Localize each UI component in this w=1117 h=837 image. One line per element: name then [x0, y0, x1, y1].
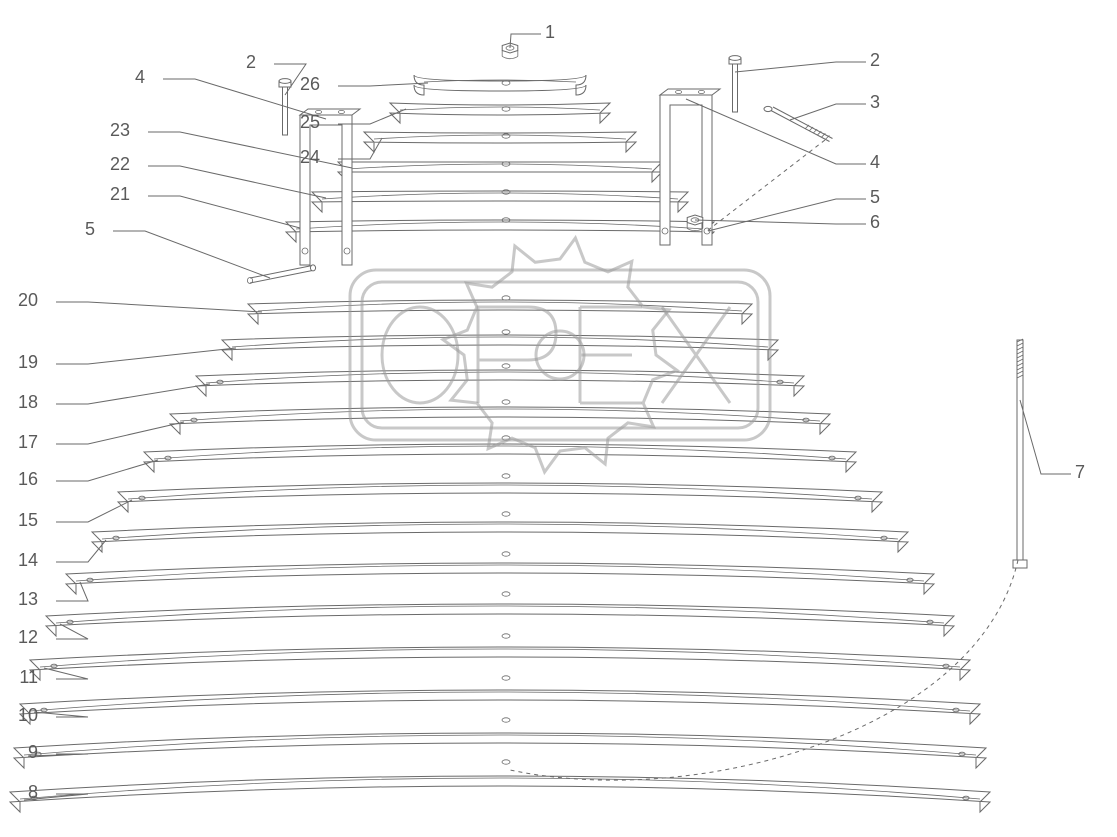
leaf-22	[312, 190, 688, 212]
callout-2: 2	[870, 50, 880, 70]
leaf-26	[414, 75, 586, 95]
callout-18: 18	[18, 392, 38, 412]
callout-24: 24	[300, 147, 320, 167]
callout-6: 6	[870, 212, 880, 232]
callout-19: 19	[18, 352, 38, 372]
pin-5	[247, 265, 315, 284]
callout-4: 4	[135, 67, 145, 87]
callout-7: 7	[1075, 462, 1085, 482]
callout-5: 5	[870, 187, 880, 207]
leaf-25	[390, 103, 610, 123]
callout-10: 10	[18, 705, 38, 725]
callout-4: 4	[870, 152, 880, 172]
callout-23: 23	[110, 120, 130, 140]
callout-1: 1	[545, 22, 555, 42]
leaf-11	[30, 634, 970, 680]
callout-22: 22	[110, 154, 130, 174]
exploded-diagram: 1223445567891011121314151617181920212223…	[0, 0, 1117, 837]
callout-13: 13	[18, 589, 38, 609]
callout-17: 17	[18, 432, 38, 452]
callout-15: 15	[18, 510, 38, 530]
callout-11: 11	[19, 667, 38, 687]
callout-26: 26	[300, 74, 320, 94]
callout-14: 14	[18, 550, 38, 570]
callout-21: 21	[110, 184, 130, 204]
callout-12: 12	[18, 627, 38, 647]
leaf-8	[10, 760, 990, 812]
leaf-12	[46, 592, 954, 636]
leaf-24	[364, 132, 636, 152]
leaf-10	[20, 676, 980, 724]
callout-9: 9	[28, 742, 38, 762]
center-bolt-7	[1013, 339, 1027, 568]
watermark-opex	[350, 238, 770, 472]
leaf-15	[118, 474, 882, 512]
callout-16: 16	[18, 469, 38, 489]
callout-20: 20	[18, 290, 38, 310]
leaf-20	[248, 296, 752, 324]
callout-5: 5	[85, 219, 95, 239]
bracket-4-left	[300, 109, 360, 265]
callout-8: 8	[28, 782, 38, 802]
bolt-2-1	[729, 56, 741, 112]
leaf-23	[338, 162, 662, 182]
callout-3: 3	[870, 92, 880, 112]
leaf-13	[66, 552, 934, 594]
assembly-path-dashed-2	[707, 140, 825, 231]
callout-25: 25	[300, 112, 320, 132]
bolt-3	[764, 106, 833, 141]
leaf-14	[92, 512, 908, 552]
leaf-9	[14, 718, 986, 768]
callout-2: 2	[246, 52, 256, 72]
